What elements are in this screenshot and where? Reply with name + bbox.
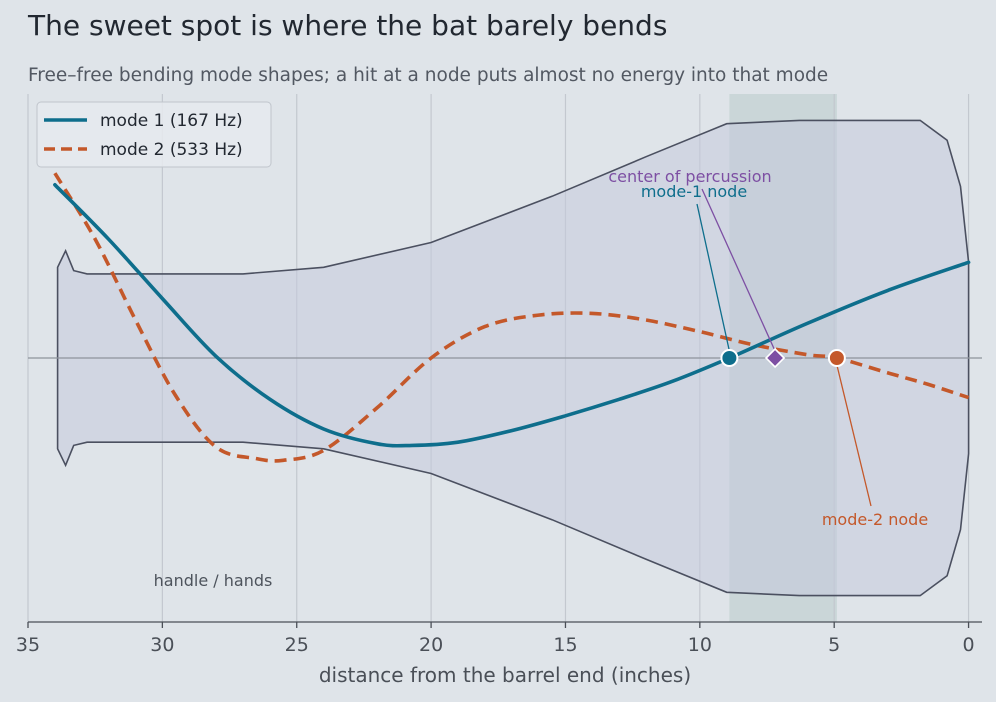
chart-subtitle: Free–free bending mode shapes; a hit at … bbox=[28, 65, 828, 86]
series-group bbox=[53, 172, 971, 463]
marker-center-of-percussion bbox=[764, 347, 786, 369]
x-tick-label-30: 30 bbox=[150, 634, 174, 656]
leader-lines bbox=[696, 188, 872, 507]
x-tick-label-10: 10 bbox=[688, 634, 712, 656]
x-axis-ticks: 35 30 25 20 15 10 5 0 bbox=[16, 622, 975, 656]
legend-box bbox=[36, 101, 272, 168]
leader-mode-1-node bbox=[696, 203, 731, 352]
chart-title: The sweet spot is where the bat barely b… bbox=[27, 9, 667, 42]
legend-label-mode-2: mode 2 (533 Hz) bbox=[100, 140, 243, 160]
x-axis-label: distance from the barrel end (inches) bbox=[319, 663, 691, 687]
x-tick-label-35: 35 bbox=[16, 634, 40, 656]
leader-center-of-percussion bbox=[701, 188, 776, 352]
marker-mode-2-node bbox=[827, 349, 846, 367]
x-tick-label-20: 20 bbox=[419, 634, 443, 656]
x-tick-label-25: 25 bbox=[285, 634, 309, 656]
handle-annotation: handle / hands bbox=[154, 571, 273, 590]
legend-label-mode-1: mode 1 (167 Hz) bbox=[100, 111, 243, 131]
marker-mode-1-node bbox=[720, 349, 739, 367]
series-line-mode-2 bbox=[53, 172, 970, 463]
mode-1-node-label: mode-1 node bbox=[641, 182, 747, 201]
x-tick-label-0: 0 bbox=[963, 634, 975, 656]
x-tick-label-5: 5 bbox=[828, 634, 840, 656]
legend: mode 1 (167 Hz) mode 2 (533 Hz) bbox=[36, 101, 272, 168]
center-of-percussion-label: center of percussion bbox=[608, 167, 771, 186]
leader-mode-2-node bbox=[836, 364, 872, 507]
series-line-mode-1 bbox=[53, 183, 971, 448]
mode-2-node-label: mode-2 node bbox=[822, 510, 928, 529]
x-tick-label-15: 15 bbox=[553, 634, 577, 656]
markers-group bbox=[720, 347, 846, 369]
